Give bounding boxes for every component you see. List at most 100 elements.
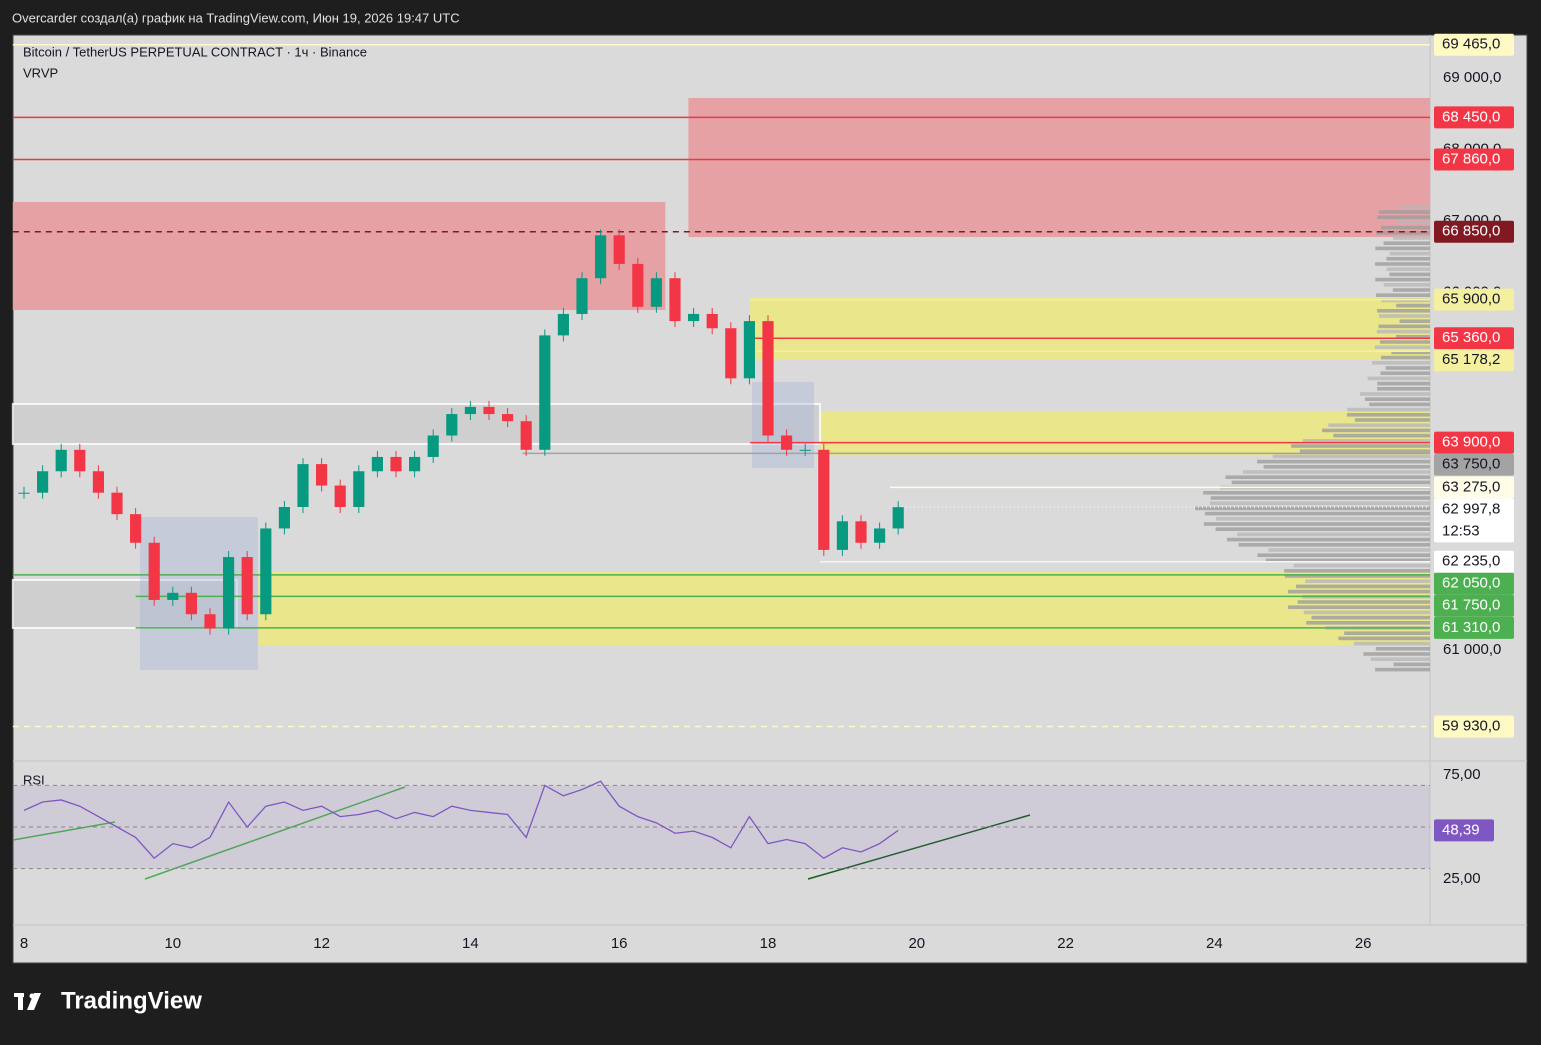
candle: [743, 321, 755, 379]
volume-profile-bar: [1381, 225, 1430, 230]
indicator-label: VRVP: [23, 65, 58, 80]
candle: [167, 592, 179, 600]
candle: [520, 421, 532, 450]
volume-profile-bar: [1363, 652, 1430, 656]
candle: [278, 507, 290, 529]
candle: [762, 321, 774, 436]
x-tick-label: 16: [611, 935, 628, 952]
candle: [446, 414, 458, 436]
price-label: 62 997,8: [1442, 500, 1500, 517]
candle: [130, 514, 142, 543]
volume-profile-bar: [1306, 621, 1430, 625]
volume-profile-bar: [1344, 631, 1430, 635]
volume-profile-bar: [1389, 272, 1430, 277]
countdown: 12:53: [1442, 522, 1480, 539]
candle: [353, 471, 365, 507]
price-label: 69 465,0: [1442, 36, 1500, 53]
rsi-trendline: [144, 786, 406, 880]
volume-profile-bar: [1347, 407, 1430, 412]
candle: [111, 492, 123, 515]
candle: [371, 456, 383, 472]
price-label: 63 900,0: [1442, 434, 1500, 451]
price-label: 65 178,2: [1442, 351, 1500, 368]
volume-profile-bar: [1257, 459, 1430, 464]
candle: [688, 313, 700, 322]
volume-profile-bar: [1333, 433, 1430, 438]
volume-profile-bar: [1396, 303, 1430, 308]
candle: [706, 313, 718, 329]
volume-profile-bar: [1391, 350, 1430, 355]
volume-profile-bar: [1389, 251, 1430, 256]
zone: [258, 572, 1431, 645]
price-label-bg: [1434, 327, 1514, 350]
price-label: 61 750,0: [1442, 597, 1500, 614]
candle: [725, 328, 737, 379]
logo-shape: [29, 993, 35, 999]
rsi-trendline: [12, 821, 116, 841]
price-label-bg: [1434, 550, 1514, 573]
volume-profile-bar: [1374, 345, 1430, 349]
candle: [502, 414, 514, 422]
x-tick-label: 26: [1355, 935, 1372, 952]
candle: [557, 313, 569, 336]
volume-profile-bar: [1195, 506, 1430, 511]
volume-profile-bar: [1376, 231, 1430, 235]
price-label: 65 900,0: [1442, 291, 1500, 308]
price-label-bg: [1434, 431, 1514, 454]
logo-shape: [18, 993, 23, 1010]
volume-profile-bar: [1372, 361, 1430, 365]
x-tick-label: 24: [1206, 935, 1223, 952]
candle: [818, 449, 830, 550]
candle: [781, 435, 793, 450]
candle: [204, 614, 216, 629]
price-label-bg: [1434, 33, 1514, 56]
volume-profile-bar: [1386, 267, 1430, 271]
candle: [55, 449, 67, 472]
volume-profile-bar: [1238, 543, 1430, 547]
candle: [892, 507, 904, 529]
rsi-last-bg: [1434, 819, 1494, 842]
volume-profile-bar: [1392, 288, 1430, 292]
volume-profile-bar: [1370, 657, 1430, 661]
candle: [390, 456, 402, 472]
candle: [260, 528, 272, 615]
price-label: 62 050,0: [1442, 575, 1500, 592]
logo: [14, 993, 41, 1010]
candle: [613, 235, 625, 264]
candle: [148, 542, 160, 600]
candle: [297, 464, 309, 507]
rsi-tick-label: 75,00: [1443, 766, 1481, 783]
zone: [688, 98, 1431, 238]
price-label-bg: [1434, 220, 1514, 243]
volume-profile-bar: [1338, 636, 1430, 641]
volume-profile-bar: [1203, 522, 1430, 526]
zone: [820, 410, 1431, 456]
price-label: 63 750,0: [1442, 456, 1500, 473]
volume-profile-bar: [1377, 215, 1430, 219]
volume-profile-bar: [1369, 402, 1430, 407]
volume-profile-bar: [1284, 569, 1430, 573]
price-label: 67 860,0: [1442, 150, 1500, 167]
volume-profile-bar: [1226, 537, 1430, 542]
volume-profile-bar: [1375, 277, 1430, 282]
volume-profile-bar: [1268, 548, 1430, 552]
price-label-bg: [1434, 616, 1514, 639]
volume-profile-bar: [1396, 220, 1430, 225]
volume-profile-bar: [1263, 465, 1430, 469]
price-label-bg: [1434, 106, 1514, 129]
volume-profile-bar: [1393, 236, 1430, 240]
volume-profile-bar: [1395, 335, 1430, 339]
x-tick-label: 8: [20, 935, 28, 952]
volume-profile-bar: [1299, 449, 1430, 453]
logo-shape: [27, 993, 41, 1010]
candle: [241, 557, 253, 615]
volume-profile-bar: [1210, 496, 1430, 500]
volume-profile-bar: [1297, 600, 1430, 604]
rsi-band: [13, 785, 1430, 869]
price-label: 66 850,0: [1442, 223, 1500, 240]
price-label: 59 930,0: [1442, 717, 1500, 734]
brand: TradingView: [61, 987, 202, 1014]
volume-profile-bar: [1364, 397, 1430, 401]
volume-profile-bar: [1378, 210, 1430, 214]
volume-profile-bar: [1305, 579, 1430, 583]
